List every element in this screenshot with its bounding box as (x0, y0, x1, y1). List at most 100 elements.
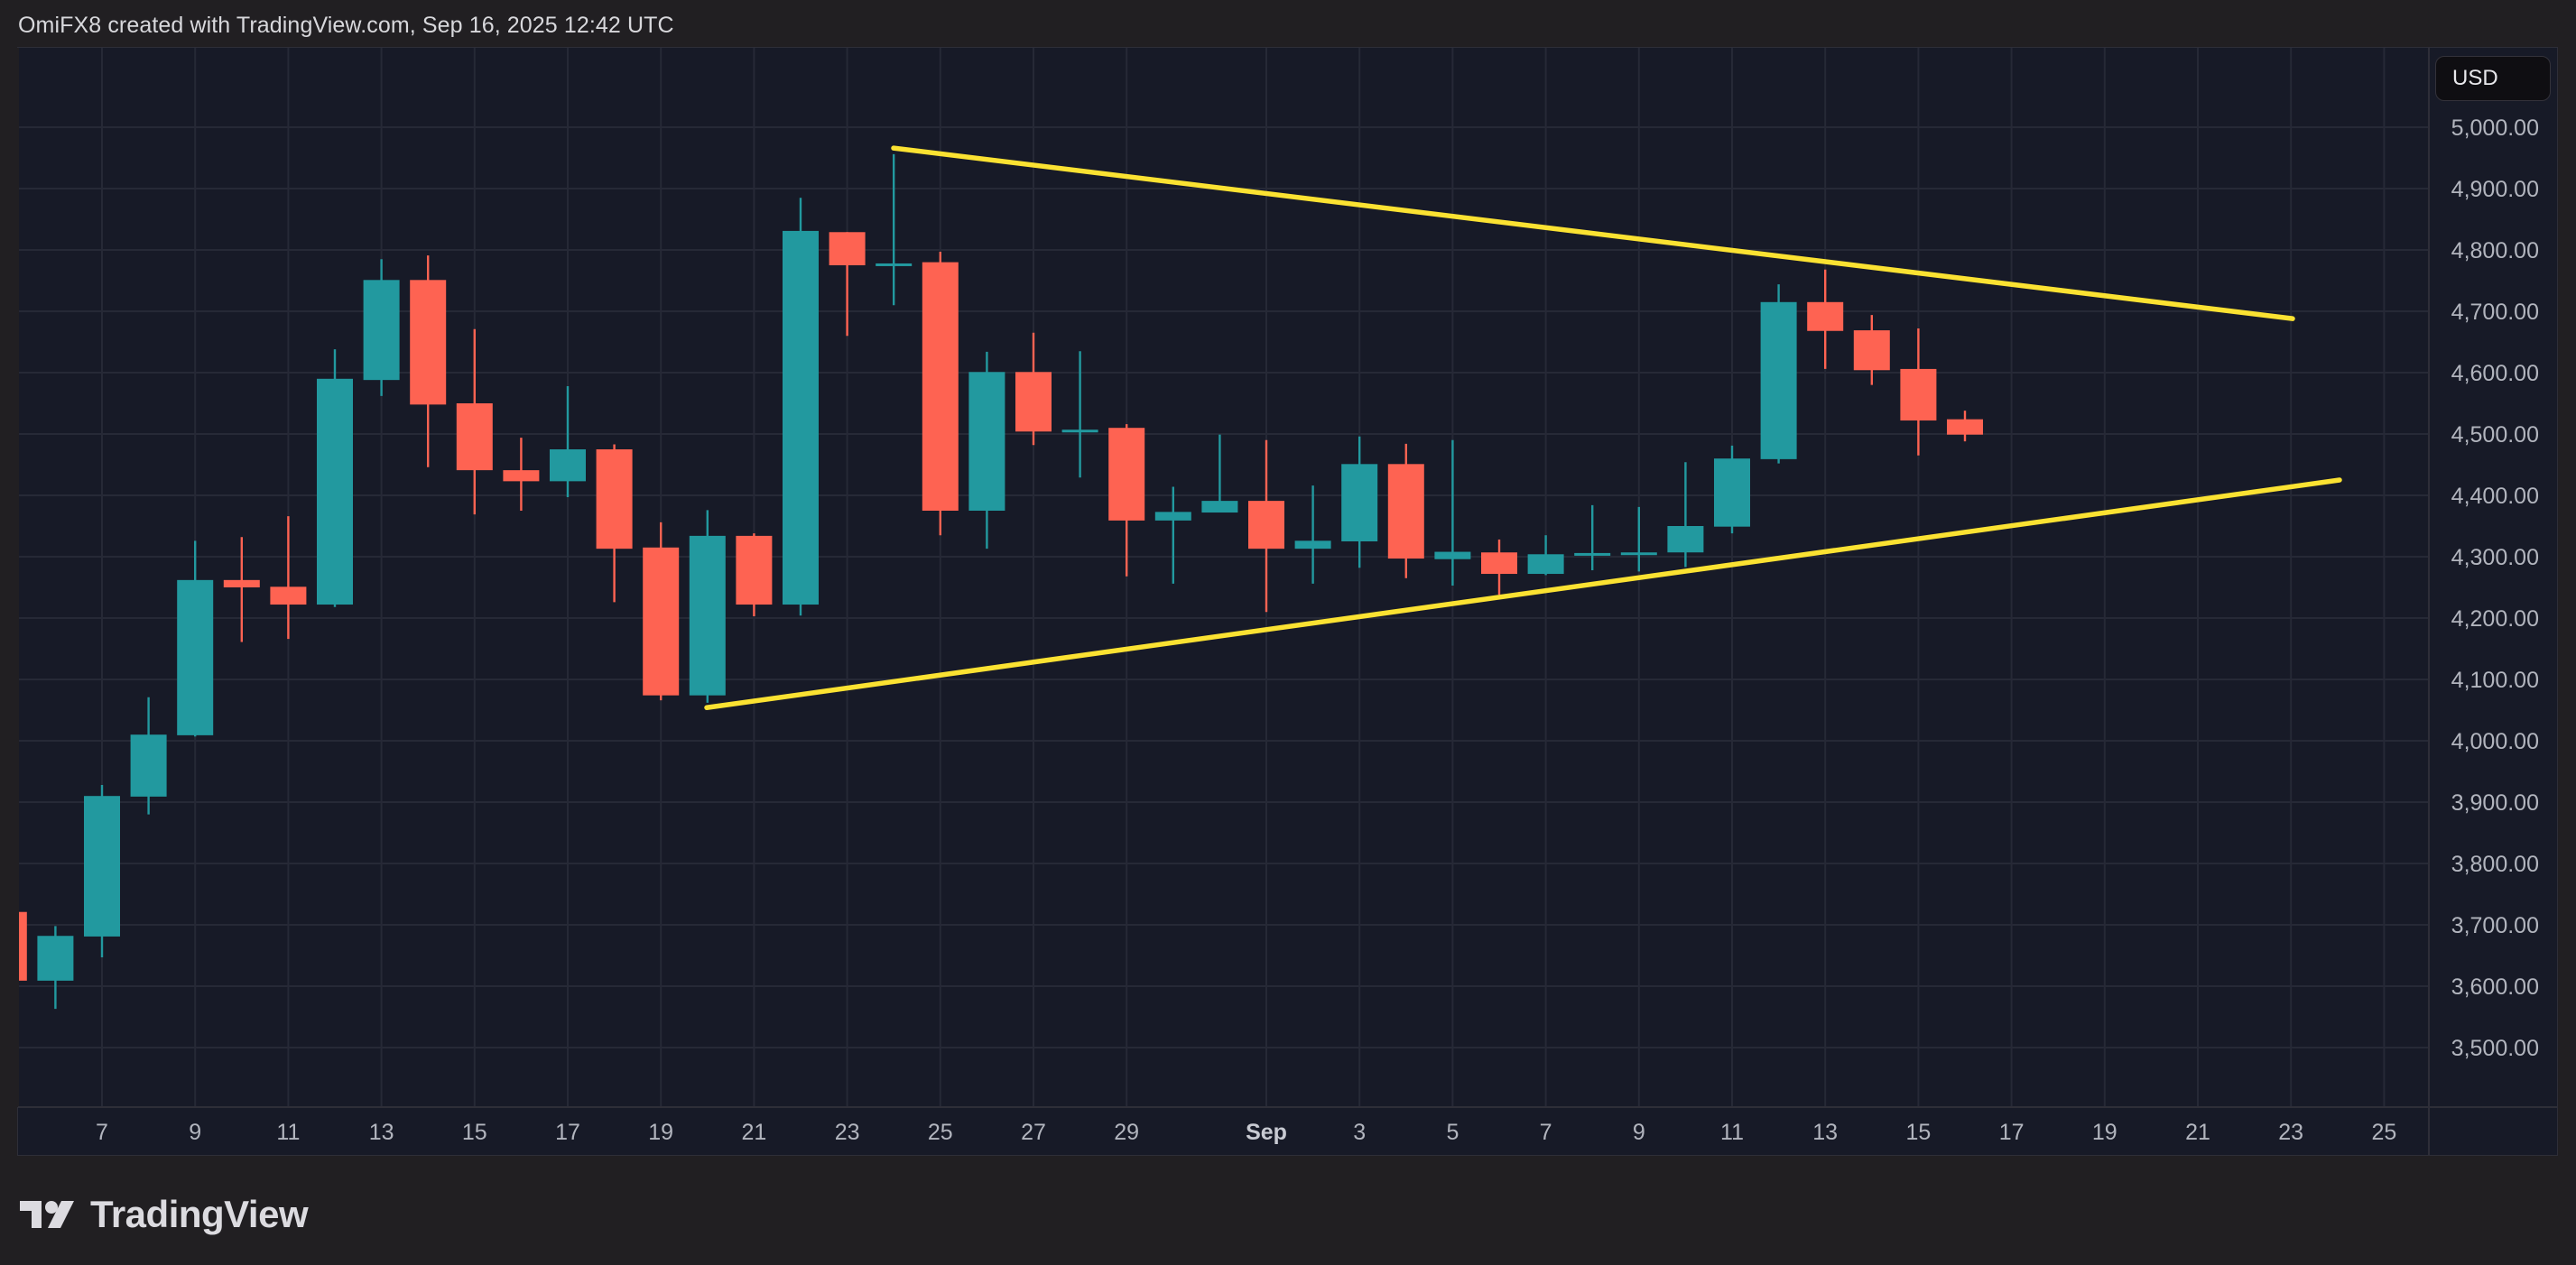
candle (1387, 443, 1424, 578)
candle-body (1667, 526, 1704, 553)
candle (503, 438, 540, 511)
candle (550, 385, 586, 498)
candles (0, 48, 1983, 1107)
time-tick-label: 9 (1633, 1120, 1645, 1145)
candle (1201, 434, 1238, 513)
price-tick-label: 4,300.00 (2451, 545, 2539, 570)
candle (922, 252, 959, 536)
candle-body (1248, 501, 1284, 549)
time-tick-label: 21 (741, 1120, 766, 1145)
price-tick-label: 3,900.00 (2451, 790, 2539, 816)
candle (689, 510, 726, 703)
candle-body (503, 470, 540, 482)
chart-panel[interactable] (17, 47, 2558, 1156)
currency-button[interactable]: USD (2435, 56, 2551, 101)
price-tick-label: 3,800.00 (2451, 852, 2539, 877)
candle-body (876, 263, 913, 266)
tradingview-wordmark: TradingView (90, 1193, 309, 1235)
candle-body (596, 449, 633, 549)
candle (1015, 332, 1052, 446)
candle (1574, 504, 1611, 570)
price-tick-label: 4,100.00 (2451, 668, 2539, 693)
candle (1154, 486, 1191, 584)
time-tick-label: 5 (1446, 1120, 1459, 1145)
candle-body (1900, 368, 1937, 421)
time-tick-label: 11 (1720, 1120, 1744, 1145)
candle (1760, 284, 1797, 464)
currency-label: USD (2452, 66, 2498, 90)
candle-body (1387, 464, 1424, 559)
candle (456, 328, 493, 515)
axis-borders (18, 48, 2558, 1156)
candle-body (736, 535, 773, 605)
candle-body (177, 579, 214, 735)
candle (1481, 539, 1517, 596)
candle (1947, 411, 1983, 442)
candle (1061, 351, 1098, 478)
price-axis[interactable]: 5,000.00 4,900.00 4,800.00 4,700.00 4,600.00… (2451, 115, 2539, 1061)
candle-body (410, 280, 447, 405)
candle-body (1294, 540, 1331, 549)
price-tick-label: 4,500.00 (2451, 422, 2539, 448)
candle (1853, 315, 1890, 385)
candle-body (922, 262, 959, 511)
tradingview-logo[interactable]: TradingView (20, 1193, 309, 1236)
time-tick-label: 7 (1540, 1120, 1552, 1145)
candle-body (550, 449, 586, 482)
candle (1807, 269, 1844, 369)
candle-body (689, 535, 726, 696)
time-tick-label: 17 (555, 1120, 580, 1145)
candle (876, 153, 913, 306)
candle-body (1527, 554, 1564, 575)
candle-body (18, 911, 27, 981)
candle-body (1108, 428, 1145, 521)
price-tick-label: 3,700.00 (2451, 913, 2539, 938)
candle-body (643, 547, 680, 696)
candle (596, 444, 633, 603)
time-tick-label: 25 (928, 1120, 953, 1145)
time-axis[interactable]: 7 9 11 13 15 17 19 21 23 25 27 29 Sep 3 5 7 9 11 13 15 17 19 2… (96, 1120, 2396, 1145)
candle (130, 697, 167, 815)
trendlines[interactable] (704, 145, 2342, 711)
candle-body (968, 372, 1005, 511)
candle (1900, 328, 1937, 456)
time-tick-label: 3 (1353, 1120, 1366, 1145)
candle-body (829, 232, 866, 265)
candle-body (1154, 512, 1191, 521)
candle-body (456, 403, 493, 471)
candle-body (1341, 464, 1378, 541)
time-tick-label: 15 (462, 1120, 487, 1145)
time-tick-label: 21 (2185, 1120, 2210, 1145)
chart-attribution: OmiFX8 created with TradingView.com, Sep… (18, 13, 674, 38)
price-tick-label: 4,000.00 (2451, 729, 2539, 754)
price-tick-label: 4,700.00 (2451, 300, 2539, 325)
time-tick-label: 25 (2371, 1120, 2396, 1145)
price-tick-label: 4,400.00 (2451, 484, 2539, 509)
time-tick-label: 19 (2092, 1120, 2117, 1145)
candle (1527, 535, 1564, 576)
time-tick-label: 13 (369, 1120, 394, 1145)
candle (177, 540, 214, 737)
candle-body (1434, 551, 1471, 559)
candle-body (317, 378, 353, 605)
candle (829, 232, 866, 337)
time-tick-label: 15 (1905, 1120, 1931, 1145)
trendline-lower-support[interactable] (704, 477, 2342, 711)
trendline-upper-resistance[interactable] (891, 145, 2295, 321)
time-tick-label: 7 (96, 1120, 108, 1145)
candle-body (1947, 419, 1983, 435)
candle (270, 516, 307, 640)
time-tick-label: 11 (276, 1120, 300, 1145)
price-tick-label: 3,500.00 (2451, 1036, 2539, 1061)
candle-body (1201, 501, 1238, 513)
tradingview-logo-icon (20, 1201, 74, 1228)
candle-body (783, 230, 819, 605)
candle (223, 537, 260, 642)
time-tick-label: 19 (648, 1120, 673, 1145)
candle (1248, 439, 1284, 613)
candle-body (1061, 429, 1098, 433)
candle (37, 926, 74, 1010)
candle (1108, 424, 1145, 577)
time-tick-label: 13 (1812, 1120, 1838, 1145)
